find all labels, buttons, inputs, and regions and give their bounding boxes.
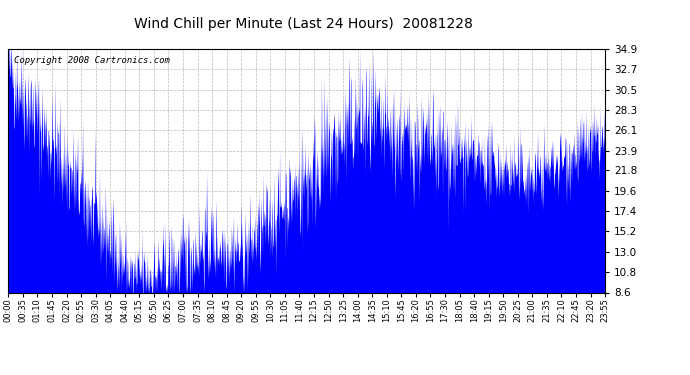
Text: Copyright 2008 Cartronics.com: Copyright 2008 Cartronics.com (14, 56, 170, 65)
Text: Wind Chill per Minute (Last 24 Hours)  20081228: Wind Chill per Minute (Last 24 Hours) 20… (134, 17, 473, 31)
